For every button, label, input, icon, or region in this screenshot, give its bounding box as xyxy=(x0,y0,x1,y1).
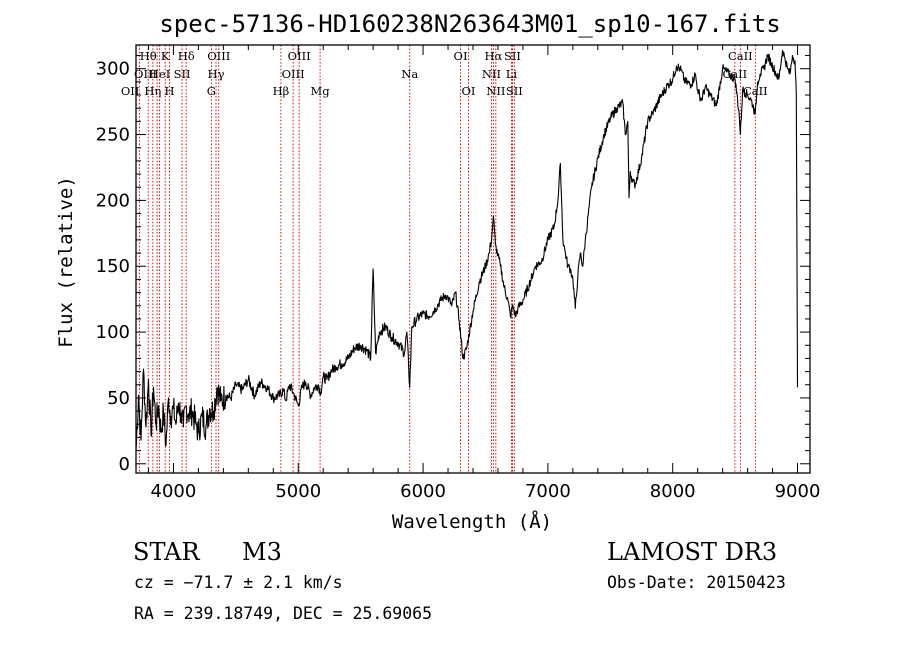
observation-date: Obs-Date: 20150423 xyxy=(607,573,786,592)
spectrum-series xyxy=(135,49,799,451)
line-label-NII-6548: NII xyxy=(482,67,501,81)
x-axis: 4000 5000 6000 7000 8000 9000 xyxy=(147,45,821,502)
x-tick-label: 7000 xyxy=(525,481,571,502)
line-label-OIII-4959: OIII xyxy=(282,67,305,81)
line-label-H-beta: Hβ xyxy=(273,84,290,98)
line-label-Na: Na xyxy=(401,67,418,81)
line-label-OIII-5007: OIII xyxy=(288,49,311,63)
y-tick-label: 250 xyxy=(96,125,130,146)
spectrum-line xyxy=(135,49,799,451)
y-axis: 0 50 100 150 200 250 300 xyxy=(96,55,810,475)
survey-name: LAMOST DR3 xyxy=(607,538,777,566)
y-tick-label: 300 xyxy=(96,59,130,80)
x-tick-label: 9000 xyxy=(775,481,821,502)
line-label-H-alpha: Hα xyxy=(484,49,502,63)
y-tick-label: 50 xyxy=(107,388,130,409)
y-tick-label: 100 xyxy=(96,322,130,343)
y-tick-label: 150 xyxy=(96,256,130,277)
line-markers xyxy=(138,45,756,473)
x-tick-label: 5000 xyxy=(275,481,321,502)
line-label-G-band: G xyxy=(207,84,216,98)
line-label-OI-6364: OI xyxy=(462,84,476,98)
y-axis-label: Flux (relative) xyxy=(55,176,77,348)
line-label-H-delta: Hδ xyxy=(178,49,195,63)
plot-frame xyxy=(135,44,811,474)
line-label-CaII-8542: CaII xyxy=(728,49,753,63)
line-label-CaII-8662: CaII xyxy=(743,84,768,98)
line-label-OI-6300: OI xyxy=(454,49,468,63)
line-label-Mg: Mg xyxy=(311,84,331,98)
redshift-velocity: cz = −71.7 ± 2.1 km/s xyxy=(134,573,343,592)
line-label-CaII-H: H xyxy=(165,84,175,98)
coordinates: RA = 239.18749, DEC = 25.69065 xyxy=(134,604,432,623)
x-axis-label: Wavelength (Å) xyxy=(392,510,552,533)
line-label-Li: Li xyxy=(506,67,518,81)
line-label-OIII-4363: OIII xyxy=(207,49,230,63)
chart-title: spec-57136-HD160238N263643M01_sp10-167.f… xyxy=(159,10,780,38)
object-subclass: M3 xyxy=(242,538,282,566)
line-label-H-eta: Hη xyxy=(144,84,161,98)
object-class: STAR xyxy=(133,538,200,566)
x-tick-label: 4000 xyxy=(151,481,197,502)
line-label-CaII-K: K xyxy=(161,49,170,63)
line-label-OII: OII xyxy=(121,84,140,98)
line-label-NII-6583: NII xyxy=(486,84,505,98)
x-tick-label: 6000 xyxy=(400,481,446,502)
line-label-H-gamma: Hγ xyxy=(208,67,225,81)
y-tick-label: 200 xyxy=(96,190,130,211)
line-label-HeI: HeI xyxy=(149,67,170,81)
line-label-H-theta: Hθ xyxy=(140,49,157,63)
line-label-OIII-3869: OIII xyxy=(134,67,157,81)
line-label-SII-4069: SII xyxy=(174,67,191,81)
line-label-SII-6716: SII xyxy=(504,49,521,63)
y-tick-label: 0 xyxy=(119,454,130,475)
line-label-SII-6731: SII xyxy=(506,84,523,98)
x-tick-label: 8000 xyxy=(650,481,696,502)
